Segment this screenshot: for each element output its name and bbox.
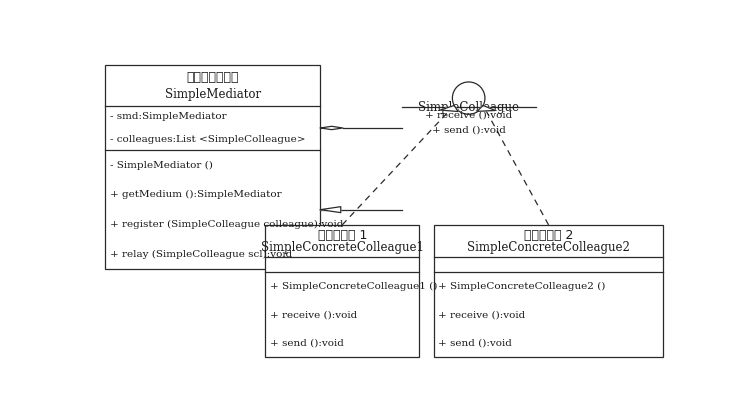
Text: + relay (SimpleColleague scl):void: + relay (SimpleColleague scl):void [110,250,292,259]
Text: - colleagues:List <SimpleColleague>: - colleagues:List <SimpleColleague> [110,135,305,144]
Polygon shape [320,126,343,130]
Text: + register (SimpleColleague colleague):void: + register (SimpleColleague colleague):v… [110,220,344,229]
Polygon shape [440,106,458,111]
Bar [266,225,419,357]
Text: + receive ():void: + receive ():void [425,111,512,120]
Text: - smd:SimpleMediator: - smd:SimpleMediator [110,112,226,121]
Text: SimpleConcreteColleague1: SimpleConcreteColleague1 [261,241,424,254]
Polygon shape [477,106,495,111]
Text: + send ():void: + send ():void [270,338,344,347]
Text: + send ():void: + send ():void [432,126,506,135]
Text: 具体同事类 1: 具体同事类 1 [317,228,367,242]
Text: + receive ():void: + receive ():void [439,310,526,319]
Text: + SimpleConcreteColleague1 (): + SimpleConcreteColleague1 () [270,282,437,291]
Text: 简单单例中介者: 简单单例中介者 [187,71,239,84]
Text: + SimpleConcreteColleague2 (): + SimpleConcreteColleague2 () [439,282,606,291]
Text: 具体同事类 2: 具体同事类 2 [524,228,573,242]
Bar [105,64,320,269]
Bar [433,225,663,357]
Text: - SimpleMediator (): - SimpleMediator () [110,161,213,170]
Text: SimpleColleague: SimpleColleague [419,101,519,114]
Text: + getMedium ():SimpleMediator: + getMedium ():SimpleMediator [110,190,282,200]
Text: SimpleMediator: SimpleMediator [165,88,261,101]
Text: SimpleConcreteColleague2: SimpleConcreteColleague2 [467,241,630,254]
Text: + receive ():void: + receive ():void [270,310,357,319]
Text: + send ():void: + send ():void [439,338,512,347]
Polygon shape [320,207,340,213]
